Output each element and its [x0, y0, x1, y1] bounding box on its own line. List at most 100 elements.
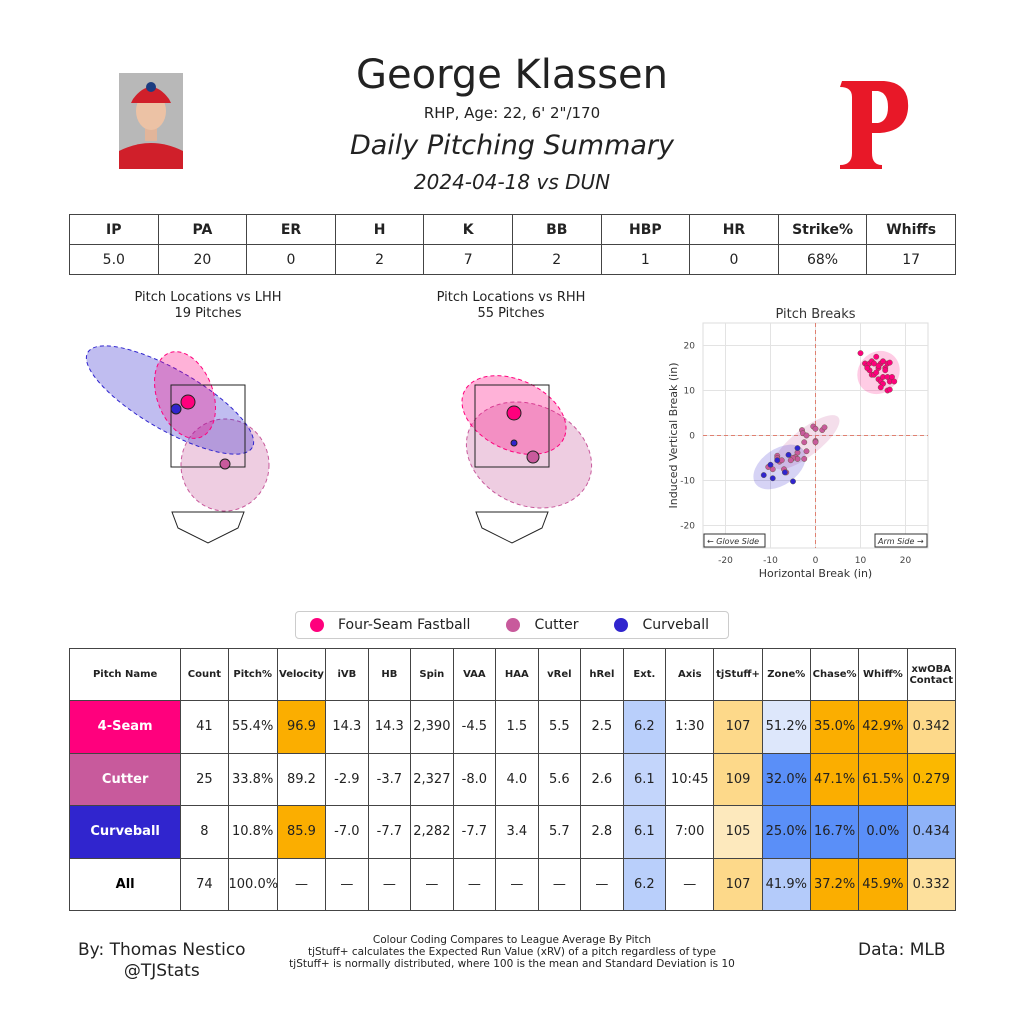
data-point	[774, 457, 781, 464]
pitch-name-cell: All	[68, 857, 182, 911]
x-tick-label: 0	[813, 556, 819, 566]
chart-title: Pitch Breaks	[775, 307, 855, 322]
home-plate	[475, 511, 549, 544]
lhh-count: 19 Pitches	[174, 306, 242, 321]
metric-cell: 51.2%	[761, 700, 811, 754]
metric-cell: 107	[713, 857, 763, 911]
data-point	[787, 457, 794, 464]
data-point	[873, 353, 880, 360]
stat-header: HBP	[600, 214, 691, 245]
legend: Four-Seam Fastball Cutter Curveball	[295, 611, 729, 639]
pitch-breaks-chart: -20 -10 0 10 20 -20 -10 0 10 20 Pitch Breaks Horizo…	[667, 307, 929, 580]
column-header: Pitch%	[227, 648, 278, 701]
column-header: Whiff%	[858, 648, 908, 701]
y-tick-label: 10	[684, 387, 696, 397]
metric-cell: —	[452, 857, 497, 911]
data-point	[877, 384, 884, 391]
data-point	[782, 469, 788, 476]
metric-cell: 32.0%	[761, 752, 811, 806]
metric-cell: 10.8%	[227, 805, 278, 859]
metric-cell: 5.7	[537, 805, 582, 859]
stat-value: 17	[866, 244, 956, 275]
data-point	[769, 475, 776, 482]
legend-item-curveball: Curveball	[614, 617, 709, 633]
footnotes: Colour Coding Compares to League Average…	[0, 934, 1024, 970]
curveball-mean	[510, 439, 518, 447]
metric-cell: 0.279	[906, 752, 957, 806]
metric-cell: 4.0	[495, 752, 539, 806]
data-point	[785, 451, 792, 458]
metric-cell: 6.1	[622, 752, 667, 806]
data-point	[803, 448, 810, 455]
metric-cell: —	[325, 857, 369, 911]
metric-cell: -7.7	[367, 805, 412, 859]
metric-cell: 35.0%	[809, 700, 860, 754]
metric-cell: 1.5	[495, 700, 539, 754]
x-tick-label: -10	[763, 556, 778, 566]
stat-value: 1	[600, 244, 691, 275]
data-point	[812, 439, 819, 446]
metric-cell: 6.2	[622, 700, 667, 754]
data-point	[886, 386, 893, 393]
metric-cell: -7.7	[452, 805, 497, 859]
column-header: vRel	[537, 648, 582, 701]
author-handle: @TJStats	[123, 961, 200, 981]
data-source: Data: MLB	[858, 940, 946, 960]
data-point	[821, 424, 828, 431]
rhh-title: Pitch Locations vs RHH	[436, 290, 586, 305]
metric-cell: 42.9%	[858, 700, 908, 754]
player-headshot	[119, 73, 183, 169]
metric-cell: 7:00	[665, 805, 715, 859]
metric-cell: —	[410, 857, 454, 911]
author-credit: By: Thomas Nestico @TJStats	[78, 940, 246, 982]
curveball-marker-icon	[614, 618, 629, 632]
metric-cell: 47.1%	[809, 752, 860, 806]
metric-cell: 55.4%	[227, 700, 278, 754]
footnote: tjStuff+ calculates the Expected Run Val…	[307, 946, 717, 958]
stat-value: 68%	[777, 244, 868, 275]
metric-cell: 25	[180, 752, 229, 806]
stat-header: ER	[246, 214, 336, 245]
y-tick-label: 0	[689, 432, 695, 442]
arm-side-box	[874, 533, 928, 548]
table-row: Curveball 8 10.8% 85.9 -7.0 -7.7 2,282 -7.7 3.4 5…	[68, 805, 957, 859]
stat-header: H	[334, 214, 425, 245]
metric-cell: 109	[713, 752, 763, 806]
report-subtitle: Daily Pitching Summary	[349, 130, 675, 161]
data-point	[886, 359, 893, 366]
column-header: iVB	[325, 648, 369, 701]
data-point	[875, 362, 882, 369]
rhh-count: 55 Pitches	[477, 306, 545, 321]
metric-cell: 5.5	[537, 700, 582, 754]
fourseam-mean	[180, 394, 196, 410]
table-row: 4-Seam 41 55.4% 96.9 14.3 14.3 2,390 -4.5 1.5 5.5…	[68, 700, 957, 754]
metric-cell: 100.0%	[227, 857, 278, 911]
table-row: Cutter 25 33.8% 89.2 -2.9 -3.7 2,327 -8.0 4.0 5.6…	[68, 752, 957, 806]
strike-zone	[474, 384, 550, 468]
x-axis-label: Horizontal Break (in)	[759, 567, 872, 580]
data-point	[794, 445, 801, 452]
data-point	[864, 365, 871, 371]
metric-cell: -2.9	[325, 752, 369, 806]
glove-side-box	[703, 533, 766, 548]
metric-cell: 6.1	[622, 805, 667, 859]
lhh-location-plot	[85, 345, 270, 544]
metric-cell: 96.9	[276, 700, 327, 754]
data-point	[801, 439, 808, 446]
metric-cell: -7.0	[325, 805, 369, 859]
metric-cell: 2.5	[580, 700, 624, 754]
footnote: Colour Coding Compares to League Average…	[372, 934, 652, 946]
stat-value: 7	[423, 244, 513, 275]
column-header: HB	[367, 648, 412, 701]
game-stats-table: IP PA ER H K BB HBP HR Strike% Whiffs 5.0 20 0 2 7 2 1 0 6…	[69, 214, 956, 275]
metric-cell: —	[367, 857, 412, 911]
strike-zone	[170, 384, 246, 468]
rhh-plot-title: Pitch Locations vs RHH 55 Pitches	[411, 290, 611, 322]
rhh-location-plot	[461, 375, 593, 544]
stat-value: 2	[511, 244, 602, 275]
metric-cell: 0.0%	[858, 805, 908, 859]
stat-header: PA	[157, 214, 248, 245]
metric-cell: 14.3	[367, 700, 412, 754]
pitch-name-cell: Cutter	[68, 752, 182, 806]
lhh-plot-title: Pitch Locations vs LHH 19 Pitches	[108, 290, 308, 322]
